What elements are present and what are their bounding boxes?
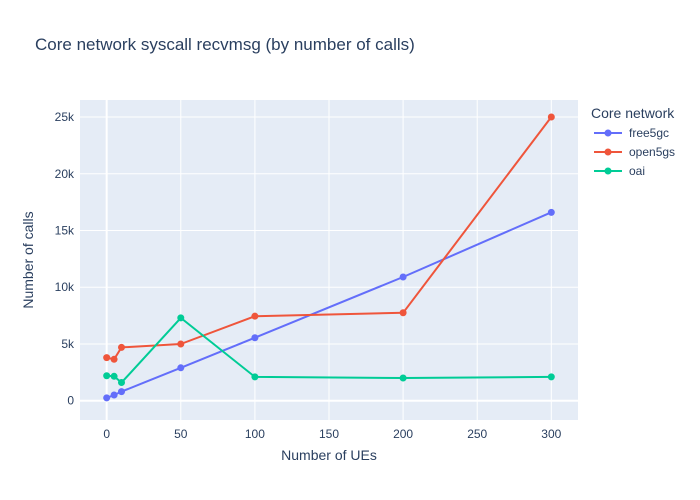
data-point-open5gs (110, 355, 118, 363)
x-tick-label: 150 (319, 427, 339, 441)
data-point-open5gs (118, 343, 125, 351)
x-tick-label: 300 (541, 427, 561, 441)
legend-swatch-marker (604, 148, 612, 156)
data-point-oai (399, 374, 407, 382)
series-free5gc (103, 208, 555, 402)
data-point-open5gs (103, 354, 111, 362)
y-tick-label: 25k (55, 110, 75, 124)
y-tick-label: 15k (55, 223, 75, 237)
legend-label: free5gc (629, 126, 669, 140)
y-tick-label: 0 (67, 394, 74, 408)
data-point-oai (547, 373, 555, 381)
y-axis-title: Number of calls (20, 211, 36, 308)
data-point-open5gs (399, 309, 407, 317)
chart-title: Core network syscall recvmsg (by number … (35, 35, 415, 54)
x-tick-label: 200 (393, 427, 413, 441)
data-point-oai (251, 373, 259, 381)
data-point-open5gs (251, 312, 259, 320)
data-point-oai (110, 372, 118, 380)
x-tick-label: 250 (467, 427, 487, 441)
grid (80, 100, 578, 420)
data-point-oai (177, 314, 185, 322)
legend-title: Core network (591, 105, 675, 121)
data-point-free5gc (118, 388, 125, 396)
series-group (103, 113, 555, 402)
x-axis-title: Number of UEs (281, 447, 377, 463)
data-point-oai (103, 372, 111, 380)
data-point-free5gc (110, 391, 118, 399)
y-tick-label: 20k (55, 167, 75, 181)
series-oai (103, 314, 555, 387)
legend-swatch-marker (604, 167, 612, 175)
legend-label: open5gs (629, 145, 675, 159)
axis-ticks: 0 50 100 150 200 250 300 0 5k 10k 15k 20k 25k (55, 110, 562, 441)
data-point-open5gs (547, 113, 555, 121)
data-point-free5gc (177, 364, 185, 372)
x-tick-label: 100 (245, 427, 265, 441)
x-tick-label: 50 (174, 427, 188, 441)
legend-item-oai: oai (594, 164, 645, 178)
data-point-free5gc (399, 273, 407, 281)
data-point-free5gc (547, 208, 555, 216)
legend: Core network free5gc open5gs oai (591, 105, 675, 178)
data-point-free5gc (251, 334, 259, 342)
legend-label: oai (629, 164, 645, 178)
legend-item-free5gc: free5gc (594, 126, 669, 140)
y-tick-label: 10k (55, 280, 75, 294)
legend-swatch-marker (604, 129, 612, 137)
series-open5gs (103, 113, 555, 363)
data-point-free5gc (103, 394, 111, 402)
legend-item-open5gs: open5gs (594, 145, 675, 159)
x-tick-label: 0 (103, 427, 110, 441)
data-point-open5gs (177, 340, 185, 348)
y-tick-label: 5k (61, 337, 75, 351)
data-point-oai (118, 379, 125, 387)
